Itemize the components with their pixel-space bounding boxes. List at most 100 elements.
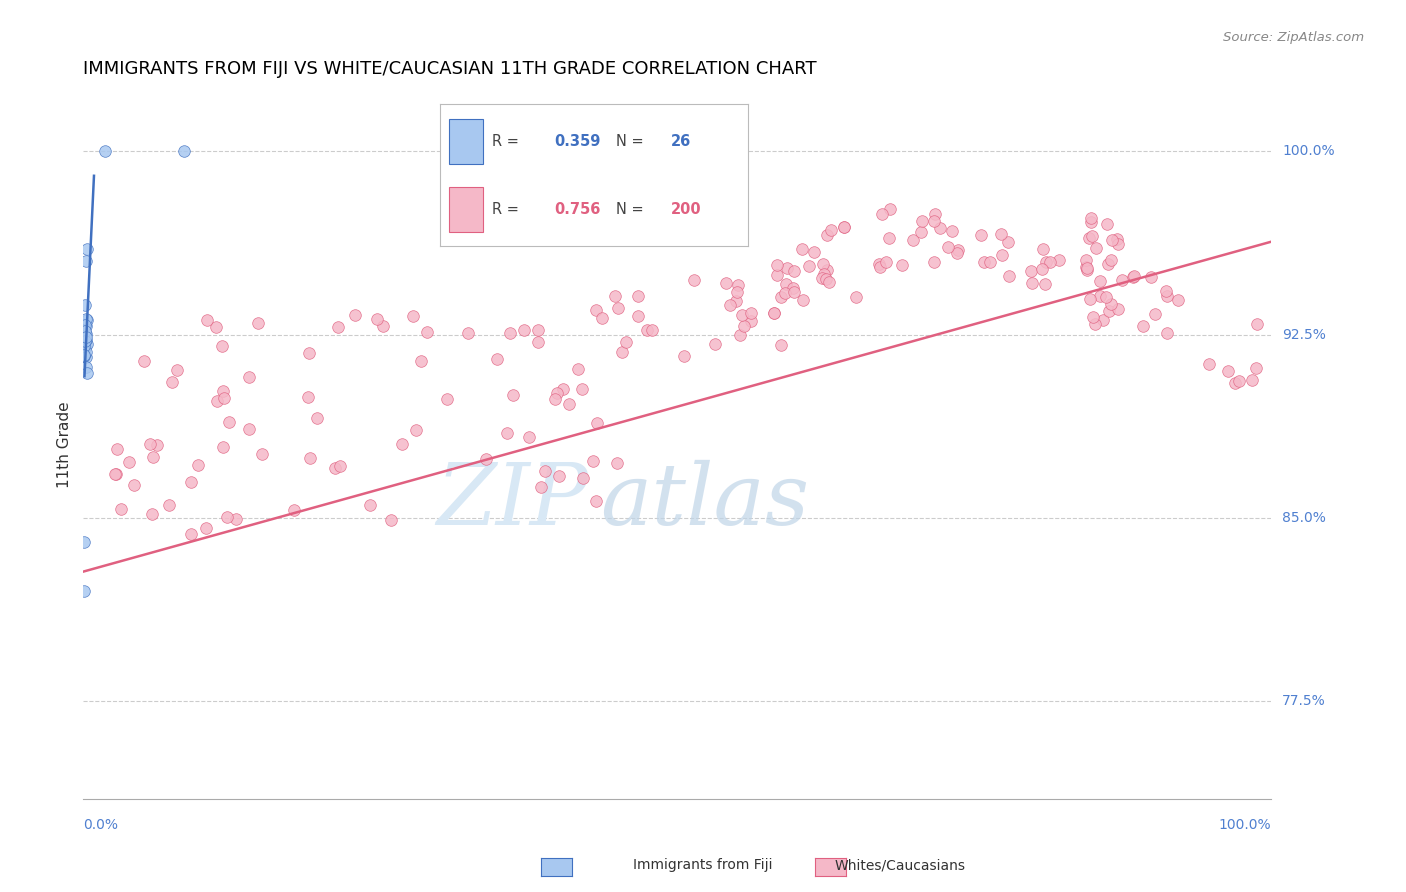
Point: [551, 382, 574, 396]
Point: [1074, 260, 1097, 274]
Point: [818, 276, 841, 290]
Point: [776, 260, 799, 275]
Point: [718, 298, 741, 312]
Point: [910, 213, 932, 227]
Point: [76, 242, 98, 256]
Point: [740, 313, 762, 327]
Point: [1035, 255, 1057, 269]
Point: [298, 346, 321, 360]
Point: [104, 467, 127, 481]
Point: [1156, 326, 1178, 341]
Point: [775, 277, 797, 292]
Point: [146, 438, 169, 452]
Point: [546, 386, 568, 401]
Point: [1081, 228, 1104, 243]
Point: [457, 326, 479, 341]
Text: Whites/Caucasians: Whites/Caucasians: [834, 858, 966, 872]
Point: [557, 397, 579, 411]
Point: [724, 294, 747, 309]
Point: [75, 350, 97, 364]
Point: [973, 254, 995, 268]
Point: [815, 228, 838, 243]
Point: [820, 223, 842, 237]
Point: [247, 316, 270, 330]
Point: [1105, 232, 1128, 246]
Point: [527, 334, 550, 349]
Point: [73, 348, 96, 362]
Point: [1078, 293, 1101, 307]
Point: [139, 437, 162, 451]
Point: [799, 260, 821, 274]
Point: [1090, 289, 1112, 303]
Point: [359, 498, 381, 512]
Point: [173, 145, 195, 159]
Point: [1080, 211, 1102, 226]
Point: [75, 359, 97, 374]
Point: [1223, 376, 1246, 390]
Point: [283, 503, 305, 517]
Text: IMMIGRANTS FROM FIJI VS WHITE/CAUCASIAN 11TH GRADE CORRELATION CHART: IMMIGRANTS FROM FIJI VS WHITE/CAUCASIAN …: [83, 60, 817, 78]
Text: ZIP: ZIP: [436, 460, 588, 542]
Point: [75, 345, 97, 359]
Point: [326, 319, 349, 334]
Point: [572, 471, 595, 485]
Text: 77.5%: 77.5%: [1282, 694, 1326, 708]
Point: [76, 336, 98, 351]
Point: [212, 392, 235, 406]
Point: [941, 224, 963, 238]
Point: [1078, 231, 1101, 245]
Text: Immigrants from Fiji: Immigrants from Fiji: [633, 858, 773, 872]
Point: [813, 267, 835, 281]
Point: [371, 319, 394, 334]
Point: [1143, 307, 1166, 321]
Point: [901, 233, 924, 247]
Point: [936, 240, 959, 254]
Point: [1090, 274, 1112, 288]
Point: [585, 416, 607, 430]
Point: [672, 349, 695, 363]
Point: [73, 343, 96, 358]
Point: [409, 354, 432, 368]
Point: [875, 255, 897, 269]
Point: [998, 268, 1021, 283]
Point: [141, 507, 163, 521]
Point: [832, 219, 855, 234]
Point: [877, 230, 900, 244]
Point: [585, 302, 607, 317]
Point: [1140, 270, 1163, 285]
Text: atlas: atlas: [600, 460, 808, 542]
Point: [252, 447, 274, 461]
Point: [329, 458, 352, 473]
Point: [436, 392, 458, 407]
Point: [195, 521, 218, 535]
Point: [703, 337, 725, 351]
Point: [1101, 233, 1123, 247]
Point: [73, 327, 96, 342]
Point: [75, 330, 97, 344]
Point: [73, 349, 96, 363]
Point: [225, 511, 247, 525]
Point: [879, 202, 901, 216]
Point: [1035, 277, 1057, 291]
Point: [212, 440, 235, 454]
Point: [1076, 260, 1098, 275]
Point: [922, 214, 945, 228]
Point: [1132, 318, 1154, 333]
Point: [815, 263, 838, 277]
Point: [582, 454, 605, 468]
Point: [187, 458, 209, 472]
Point: [76, 367, 98, 381]
Point: [1076, 252, 1098, 267]
Point: [162, 375, 184, 389]
Point: [810, 271, 832, 285]
Point: [945, 246, 967, 260]
Point: [733, 319, 755, 334]
Point: [73, 584, 96, 599]
Point: [205, 320, 228, 334]
Point: [1095, 290, 1118, 304]
Point: [782, 281, 804, 295]
Point: [868, 257, 890, 271]
Point: [769, 337, 792, 351]
Point: [571, 382, 593, 396]
Point: [157, 498, 180, 512]
